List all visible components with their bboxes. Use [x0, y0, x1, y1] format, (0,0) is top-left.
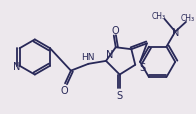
- Text: N: N: [13, 61, 20, 71]
- Text: HN: HN: [81, 52, 94, 61]
- Text: N: N: [106, 50, 114, 60]
- Text: S: S: [117, 90, 123, 100]
- Text: S: S: [139, 62, 145, 72]
- Text: CH₃: CH₃: [181, 14, 195, 23]
- Text: CH₃: CH₃: [152, 12, 166, 20]
- Text: N: N: [172, 27, 179, 37]
- Text: O: O: [112, 25, 120, 35]
- Text: O: O: [60, 85, 68, 95]
